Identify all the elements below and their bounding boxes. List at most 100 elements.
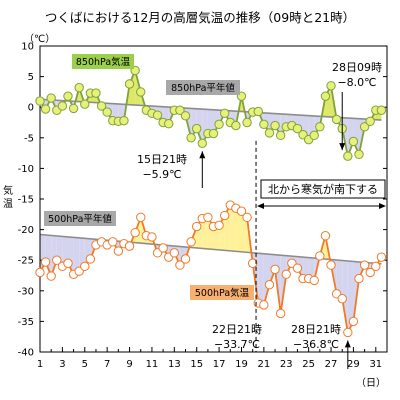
anomaly-fill-500 [336,260,343,299]
point-850hpa [40,104,51,114]
cold-air-box [260,179,386,199]
y-axis-label: 気温 [3,184,13,210]
series-labels: 850hPa気温 850hPa平年値 500hPa平年値 500hPa気温 [44,54,254,300]
point-500hpa [40,257,51,267]
point-850hpa [359,122,370,132]
anomaly-fill-500 [202,217,208,249]
point-850hpa [264,128,275,138]
point-500hpa [192,221,202,232]
point-850hpa [315,122,325,132]
y-tick-label: -10 [18,164,34,175]
label-500hpa-normal-box [44,211,116,226]
anomaly-fill-500 [51,235,57,277]
y-tick-label: -35 [18,317,34,328]
data-markers [35,65,387,338]
point-850hpa [68,103,79,114]
point-500hpa [113,246,124,256]
anomaly-fill-500 [213,225,220,250]
point-500hpa [354,273,364,284]
label-500hpa-series-box [190,285,254,300]
point-850hpa [275,130,286,141]
point-500hpa [136,212,146,223]
x-tick-label: 17 [213,359,226,370]
annotation-15th-time: 15日21時 [137,153,187,166]
point-850hpa [80,99,90,109]
point-850hpa [354,149,364,160]
point-850hpa [136,87,146,97]
anomaly-fill-850 [353,118,360,155]
y-tick-label: -20 [18,225,34,236]
x-tick-label: 5 [82,359,88,370]
point-500hpa [365,267,375,278]
point-500hpa [376,252,387,262]
point-850hpa [270,120,280,131]
arrow-15th-head [199,151,206,159]
point-500hpa [214,220,224,231]
point-500hpa [326,260,336,270]
point-850hpa [365,116,375,126]
annotations: 15日21時 −5.9℃ 28日09時 −8.0℃ 22日21時 −33.7℃ 28日21時… [137,61,386,369]
point-500hpa [236,206,247,216]
y-tick-label: -5 [24,133,34,144]
point-500hpa [275,308,286,319]
point-850hpa [292,123,303,134]
point-850hpa [96,101,107,111]
point-850hpa [259,119,269,130]
x-tick-label: 9 [126,359,132,370]
y-axis-label-char: 気 [3,184,13,197]
point-850hpa [124,79,135,89]
point-850hpa [343,151,353,161]
point-500hpa [343,327,353,338]
point-850hpa [74,82,84,93]
point-500hpa [259,300,269,310]
y-tick-label: -40 [18,348,34,359]
anomaly-fill-850 [347,118,354,157]
point-850hpa [231,120,241,131]
x-tick-label: 29 [347,359,360,370]
point-500hpa [371,261,381,272]
point-850hpa [180,111,191,121]
y-unit-label: （℃） [24,33,55,45]
y-tick-label: 10 [21,42,34,53]
point-500hpa [124,241,135,251]
point-850hpa [208,128,219,139]
x-tick-label: 19 [235,359,248,370]
anomaly-fill-500 [230,205,236,252]
point-850hpa [119,115,129,126]
point-850hpa [309,130,319,141]
label-850hpa-normal: 850hPa平年値 [171,82,235,94]
label-850hpa-series-box [72,54,134,69]
point-500hpa [309,275,319,286]
x-tick-label: 7 [104,359,110,370]
point-850hpa [331,114,342,125]
anomaly-fill-850 [207,109,214,134]
point-850hpa [320,91,331,101]
point-850hpa [152,110,163,120]
y-tick-label: -15 [18,195,34,206]
point-850hpa [63,91,73,101]
x-tick-label: 25 [302,359,315,370]
annotation-22nd-time: 22日21時 [212,323,262,336]
point-500hpa [270,264,280,275]
point-850hpa [186,133,196,143]
y-tick-label: 0 [28,103,34,114]
point-850hpa [175,105,185,115]
point-850hpa [91,88,101,98]
point-500hpa [247,258,258,268]
x-unit-label: （日） [356,377,386,389]
point-500hpa [85,254,96,264]
point-850hpa [46,93,56,103]
point-850hpa [57,101,68,111]
label-850hpa-series: 850hPa気温 [76,56,131,68]
point-850hpa [164,119,174,129]
x-tick-label: 31 [369,359,382,370]
point-500hpa [264,279,275,290]
point-850hpa [326,81,336,91]
point-850hpa [197,138,208,149]
arrow-28th-pm-head [344,340,351,348]
point-850hpa [192,123,202,134]
y-axis-label-char: 温 [3,198,13,210]
x-tick-label: 13 [168,359,181,370]
